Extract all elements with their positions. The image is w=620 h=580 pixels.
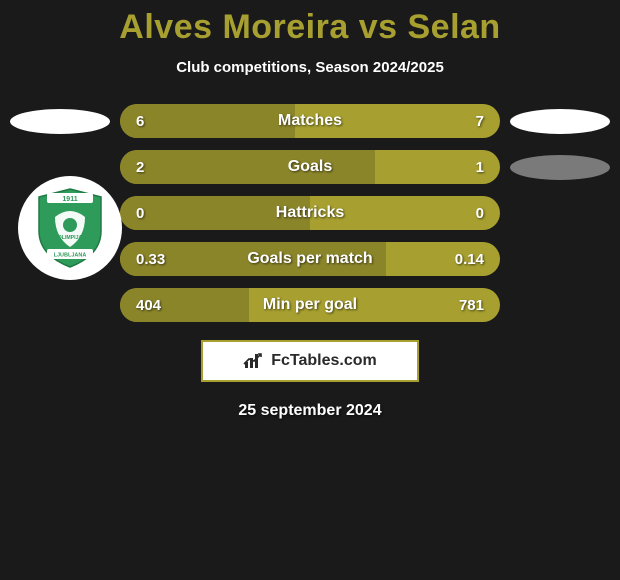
stat-label: Goals: [288, 158, 332, 176]
svg-text:1911: 1911: [62, 196, 77, 203]
stat-bar-fill: [120, 104, 295, 138]
fctables-logo-text: FcTables.com: [271, 352, 377, 370]
stat-right-value: 781: [459, 297, 484, 314]
stat-right-value: 0: [476, 205, 484, 222]
stat-left-value: 6: [136, 113, 144, 130]
page-title: Alves Moreira vs Selan: [0, 8, 620, 47]
stat-left-value: 2: [136, 159, 144, 176]
stat-bar-goals: 2 Goals 1: [120, 150, 500, 184]
stat-label: Matches: [278, 112, 342, 130]
fctables-logo-box[interactable]: FcTables.com: [201, 340, 419, 382]
svg-text:LJUBLJANA: LJUBLJANA: [54, 253, 87, 259]
right-marker-slot: [500, 155, 620, 180]
stat-label: Min per goal: [263, 296, 357, 314]
stat-left-value: 404: [136, 297, 161, 314]
comparison-card: Alves Moreira vs Selan Club competitions…: [0, 0, 620, 420]
stat-bar-mpg: 404 Min per goal 781: [120, 288, 500, 322]
stat-bar-fill: [120, 150, 375, 184]
stat-label: Hattricks: [276, 204, 344, 222]
stat-row: 6 Matches 7: [0, 104, 620, 138]
svg-text:OLIMPIJA: OLIMPIJA: [58, 235, 83, 241]
stat-right-value: 0.14: [455, 251, 484, 268]
stat-bar-hattricks: 0 Hattricks 0: [120, 196, 500, 230]
stat-left-value: 0.33: [136, 251, 165, 268]
left-marker-slot: [0, 109, 120, 134]
page-subtitle: Club competitions, Season 2024/2025: [0, 59, 620, 76]
stat-row: 404 Min per goal 781: [0, 288, 620, 322]
bar-chart-icon: [243, 352, 265, 370]
shield-icon: 1911 OLIMPIJA LJUBLJANA: [33, 187, 107, 269]
right-marker-slot: [500, 109, 620, 134]
club-badge-left: 1911 OLIMPIJA LJUBLJANA: [18, 176, 122, 280]
snapshot-date: 25 september 2024: [0, 402, 620, 420]
stat-right-value: 1: [476, 159, 484, 176]
stat-bar-matches: 6 Matches 7: [120, 104, 500, 138]
stat-left-value: 0: [136, 205, 144, 222]
club-crest: 1911 OLIMPIJA LJUBLJANA: [33, 187, 107, 269]
player-right-ellipse-secondary: [510, 155, 610, 180]
stat-label: Goals per match: [247, 250, 372, 268]
player-right-ellipse: [510, 109, 610, 134]
stat-row: 2 Goals 1: [0, 150, 620, 184]
player-left-ellipse: [10, 109, 110, 134]
stat-bar-gpm: 0.33 Goals per match 0.14: [120, 242, 500, 276]
stat-right-value: 7: [476, 113, 484, 130]
